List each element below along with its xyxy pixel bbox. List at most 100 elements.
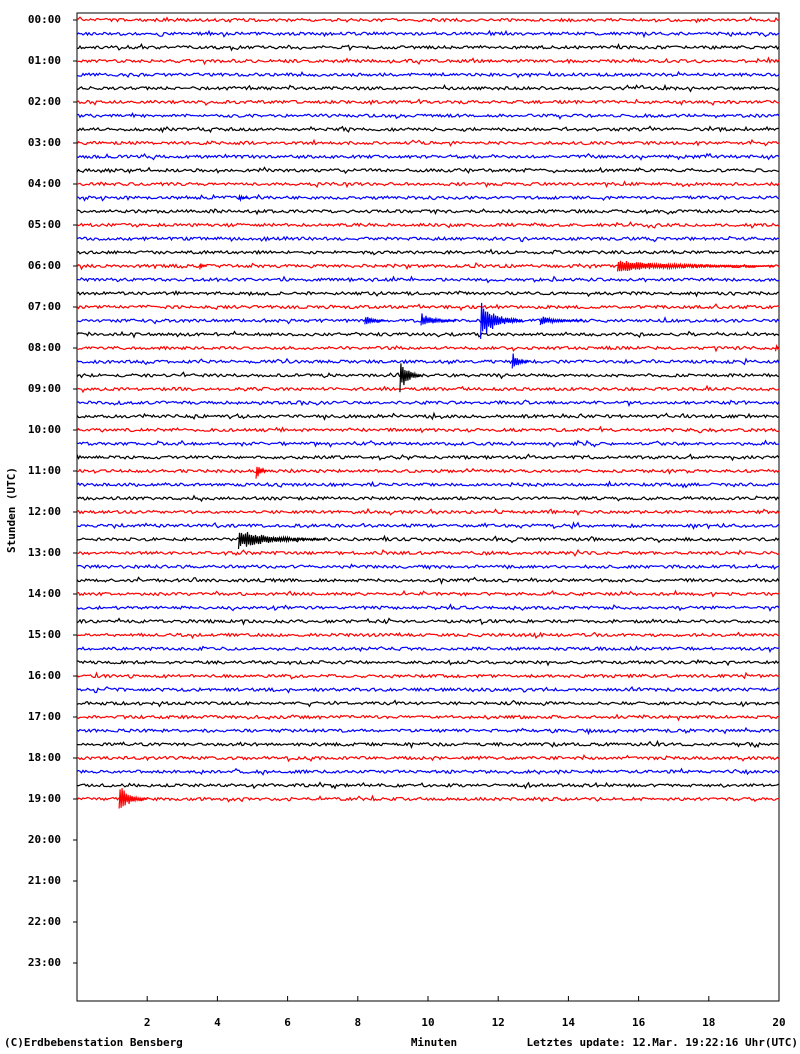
trace <box>76 16 780 24</box>
trace <box>76 125 780 134</box>
y-tick-label: 03:00 <box>28 136 61 149</box>
event <box>420 313 457 326</box>
y-tick-label: 00:00 <box>28 13 61 26</box>
trace <box>76 289 780 298</box>
trace <box>76 794 779 803</box>
event <box>255 466 267 479</box>
trace <box>76 439 780 448</box>
y-tick-label: 02:00 <box>28 95 61 108</box>
x-tick-label: 6 <box>284 1016 291 1029</box>
trace <box>76 494 780 503</box>
event <box>616 260 775 272</box>
trace <box>76 411 780 421</box>
y-tick-label: 04:00 <box>28 177 61 190</box>
x-tick-label: 16 <box>632 1016 646 1029</box>
y-tick-label: 19:00 <box>28 792 61 805</box>
trace <box>76 399 780 408</box>
event <box>364 316 387 325</box>
y-tick-label: 13:00 <box>28 546 61 559</box>
event <box>199 263 207 270</box>
trace <box>76 166 780 175</box>
trace <box>76 631 780 640</box>
trace <box>76 83 780 93</box>
trace <box>76 699 780 708</box>
trace <box>76 98 779 107</box>
trace <box>76 603 780 612</box>
trace <box>76 330 780 339</box>
y-tick-label: 16:00 <box>28 669 61 682</box>
y-tick-label: 23:00 <box>28 956 61 969</box>
trace <box>76 29 780 39</box>
trace <box>76 589 780 598</box>
trace <box>76 713 780 722</box>
x-tick-label: 4 <box>214 1016 221 1029</box>
y-tick-label: 11:00 <box>28 464 61 477</box>
event <box>511 353 530 369</box>
y-tick-label: 22:00 <box>28 915 61 928</box>
trace <box>76 193 780 202</box>
trace <box>76 453 780 462</box>
trace <box>76 235 780 243</box>
y-axis-label: Stunden (UTC) <box>5 467 18 553</box>
trace <box>76 467 780 475</box>
y-tick-label: 07:00 <box>28 300 61 313</box>
trace <box>76 208 780 216</box>
trace <box>77 739 780 749</box>
event <box>237 531 326 550</box>
y-tick-label: 14:00 <box>28 587 61 600</box>
event <box>399 363 422 393</box>
trace <box>76 686 780 694</box>
event <box>237 193 249 203</box>
trace <box>76 56 780 66</box>
y-tick-label: 05:00 <box>28 218 61 231</box>
trace <box>76 507 780 517</box>
trace <box>76 152 780 161</box>
event <box>774 343 779 352</box>
x-axis-label: Minuten <box>411 1036 457 1049</box>
x-tick-label: 14 <box>562 1016 576 1029</box>
trace <box>76 248 780 256</box>
event <box>118 788 148 809</box>
x-tick-label: 8 <box>354 1016 361 1029</box>
y-tick-label: 06:00 <box>28 259 61 272</box>
trace <box>76 576 780 585</box>
trace <box>76 70 780 79</box>
y-tick-label: 01:00 <box>28 54 61 67</box>
trace <box>76 767 780 776</box>
trace <box>76 754 780 763</box>
trace <box>76 221 780 229</box>
footer-left: (C)Erdbebenstation Bensberg <box>4 1036 183 1049</box>
trace <box>76 563 780 570</box>
event <box>480 302 524 339</box>
x-tick-label: 12 <box>492 1016 505 1029</box>
trace <box>76 357 780 366</box>
trace <box>76 112 780 120</box>
trace <box>76 521 780 531</box>
trace <box>76 645 780 654</box>
y-tick-label: 09:00 <box>28 382 61 395</box>
trace <box>76 658 780 667</box>
plot-frame <box>76 12 780 1002</box>
y-tick-label: 15:00 <box>28 628 61 641</box>
y-tick-label: 17:00 <box>28 710 61 723</box>
trace <box>76 275 780 284</box>
y-tick-label: 10:00 <box>28 423 61 436</box>
y-tick-label: 08:00 <box>28 341 61 354</box>
x-tick-label: 10 <box>421 1016 434 1029</box>
trace <box>76 548 780 558</box>
y-tick-label: 18:00 <box>28 751 61 764</box>
trace <box>76 384 780 394</box>
x-tick-label: 20 <box>772 1016 785 1029</box>
trace <box>76 480 780 489</box>
y-tick-label: 12:00 <box>28 505 61 518</box>
x-tick-label: 2 <box>144 1016 151 1029</box>
trace <box>76 345 780 353</box>
trace <box>76 534 780 544</box>
footer-right: Letztes update: 12.Mar. 19:22:16 Uhr(UTC… <box>526 1036 798 1049</box>
trace <box>76 371 780 380</box>
trace <box>76 303 780 312</box>
y-tick-label: 20:00 <box>28 833 61 846</box>
trace <box>76 781 780 790</box>
